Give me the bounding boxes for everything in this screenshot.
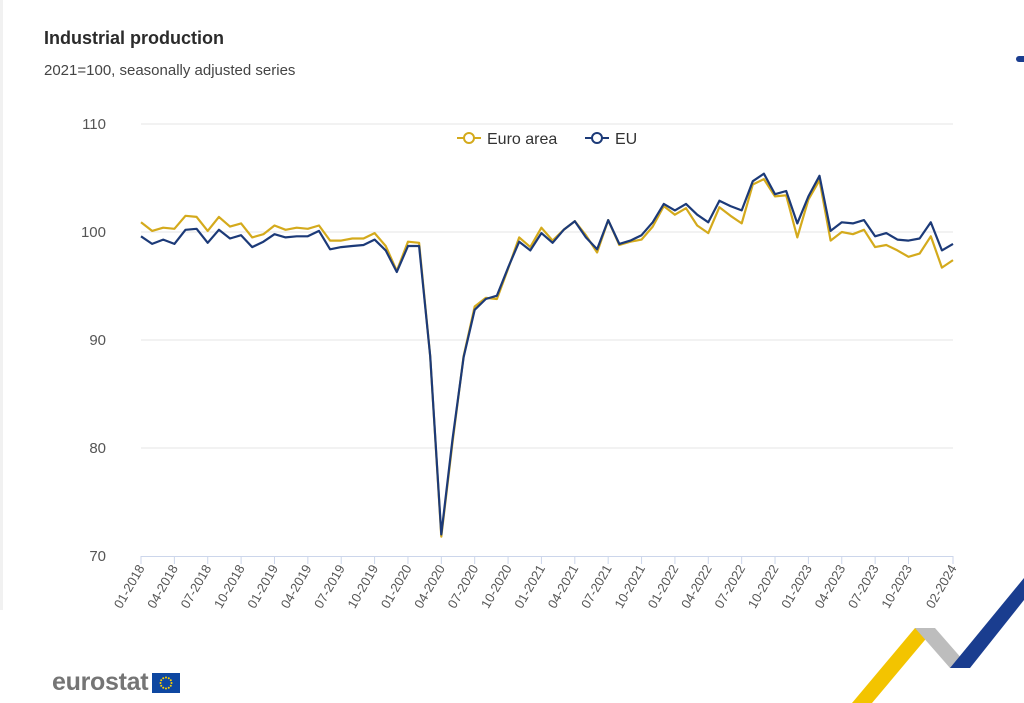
x-tick-label: 07-2021 xyxy=(578,562,615,611)
x-axis: 01-201804-201807-201810-201801-201904-20… xyxy=(111,556,960,611)
x-tick-label: 07-2019 xyxy=(311,562,348,611)
y-tick-label: 110 xyxy=(82,116,106,133)
x-tick-label: 04-2021 xyxy=(545,562,582,611)
x-tick-label: 04-2018 xyxy=(144,562,181,611)
x-tick-label: 07-2023 xyxy=(845,562,882,611)
x-tick-label: 10-2018 xyxy=(211,562,248,611)
eurostat-logo: eurostat xyxy=(52,668,181,697)
x-tick-label: 10-2022 xyxy=(745,562,782,611)
series-line-eu xyxy=(140,172,954,536)
legend-marker xyxy=(463,132,475,144)
x-tick-label: 07-2018 xyxy=(177,562,214,611)
chart-subtitle: 2021=100, seasonally adjusted series xyxy=(44,62,296,79)
x-tick-label: 07-2020 xyxy=(444,562,481,611)
decorative-stripes xyxy=(852,578,1024,703)
series-lines xyxy=(140,172,954,538)
x-tick-label: 10-2023 xyxy=(878,562,915,611)
legend-marker xyxy=(591,132,603,144)
x-tick-label: 01-2020 xyxy=(378,562,415,611)
x-tick-label: 04-2020 xyxy=(411,562,448,611)
x-tick-label: 07-2022 xyxy=(711,562,748,611)
x-tick-label: 01-2021 xyxy=(511,562,548,611)
legend-label: EU xyxy=(615,131,637,148)
menu-handle-icon[interactable] xyxy=(1016,56,1024,62)
y-tick-label: 90 xyxy=(89,332,106,349)
x-tick-label: 01-2022 xyxy=(645,562,682,611)
logo-text: eurostat xyxy=(52,668,149,696)
x-tick-label: 04-2022 xyxy=(678,562,715,611)
x-tick-label: 01-2019 xyxy=(244,562,281,611)
x-tick-label: 02-2024 xyxy=(923,562,960,611)
legend-label: Euro area xyxy=(487,131,557,148)
y-tick-label: 80 xyxy=(89,440,106,457)
x-tick-label: 04-2019 xyxy=(278,562,315,611)
eu-flag-icon xyxy=(152,672,181,693)
x-tick-label: 04-2023 xyxy=(812,562,849,611)
chart-title: Industrial production xyxy=(44,28,224,48)
x-tick-label: 01-2018 xyxy=(111,562,148,611)
legend: Euro area EU xyxy=(457,131,637,148)
left-border xyxy=(0,0,3,610)
blue-stripe xyxy=(950,578,1024,668)
gray-stripe xyxy=(915,628,970,668)
y-tick-label: 100 xyxy=(81,224,106,241)
gridlines xyxy=(141,123,953,449)
x-tick-label: 10-2019 xyxy=(344,562,381,611)
series-line-euro-area xyxy=(140,178,954,538)
x-tick-label: 10-2021 xyxy=(611,562,648,611)
y-axis-ticks: 70 80 90 100 110 xyxy=(81,116,106,565)
x-tick-label: 10-2020 xyxy=(478,562,515,611)
yellow-stripe xyxy=(852,628,935,703)
x-tick-label: 01-2023 xyxy=(778,562,815,611)
y-tick-label: 70 xyxy=(89,548,106,565)
